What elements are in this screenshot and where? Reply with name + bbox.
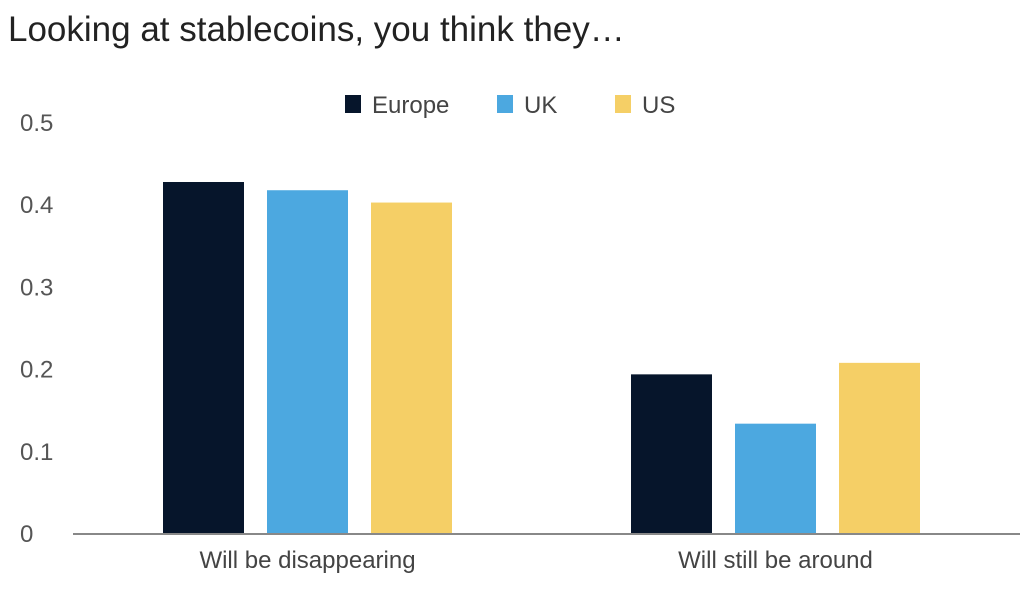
legend-swatch-europe xyxy=(345,95,361,113)
legend-label-europe: Europe xyxy=(372,92,449,119)
y-tick-label: 0.4 xyxy=(20,192,53,219)
legend-swatch-us xyxy=(615,95,631,113)
bar-us-1 xyxy=(371,202,452,533)
legend-swatch-uk xyxy=(497,95,513,113)
bar-uk-1 xyxy=(267,190,348,533)
chart-title: Looking at stablecoins, you think they… xyxy=(8,10,625,49)
legend-label-uk: UK xyxy=(524,92,557,119)
bar-us-2 xyxy=(839,362,920,533)
bar-uk-2 xyxy=(735,423,816,533)
y-tick-label: 0.2 xyxy=(20,357,53,384)
bar-europe-1 xyxy=(163,182,244,534)
category-label: Will be disappearing xyxy=(199,547,415,574)
y-tick-label: 0 xyxy=(20,521,33,548)
y-tick-label: 0.1 xyxy=(20,439,53,466)
y-tick-label: 0.5 xyxy=(20,110,53,137)
bar-europe-2 xyxy=(631,374,712,533)
category-label: Will still be around xyxy=(678,547,873,574)
legend-label-us: US xyxy=(642,92,675,119)
y-tick-label: 0.3 xyxy=(20,274,53,301)
